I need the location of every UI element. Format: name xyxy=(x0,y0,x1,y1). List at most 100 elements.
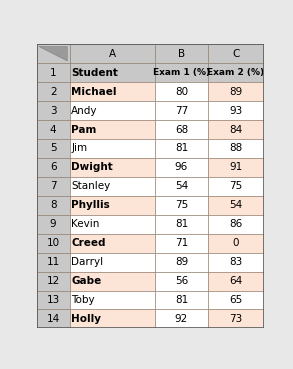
Bar xyxy=(37,234,69,253)
Bar xyxy=(208,215,264,234)
Bar xyxy=(208,253,264,272)
Text: 3: 3 xyxy=(50,106,56,115)
Bar xyxy=(155,177,208,196)
Text: 91: 91 xyxy=(229,162,243,172)
Bar xyxy=(155,139,208,158)
Polygon shape xyxy=(39,46,67,61)
Bar xyxy=(37,196,69,215)
Bar xyxy=(69,272,155,290)
Bar xyxy=(37,290,69,310)
Text: 0: 0 xyxy=(233,238,239,248)
Bar xyxy=(69,234,155,253)
Text: 81: 81 xyxy=(175,295,188,305)
Text: Michael: Michael xyxy=(71,87,117,97)
Text: Andy: Andy xyxy=(71,106,98,115)
Bar xyxy=(69,82,155,101)
Text: 96: 96 xyxy=(175,162,188,172)
Bar xyxy=(155,44,208,63)
Bar xyxy=(37,253,69,272)
Bar xyxy=(208,120,264,139)
Text: Holly: Holly xyxy=(71,314,101,324)
Text: 83: 83 xyxy=(229,257,243,267)
Bar xyxy=(208,63,264,82)
Bar xyxy=(155,196,208,215)
Text: C: C xyxy=(232,49,240,59)
Bar xyxy=(208,196,264,215)
Text: Darryl: Darryl xyxy=(71,257,103,267)
Text: B: B xyxy=(178,49,185,59)
Text: 9: 9 xyxy=(50,219,56,229)
Bar xyxy=(37,120,69,139)
Bar xyxy=(155,63,208,82)
Bar xyxy=(37,101,69,120)
Bar xyxy=(37,158,69,177)
Text: 92: 92 xyxy=(175,314,188,324)
Bar xyxy=(155,101,208,120)
Text: 56: 56 xyxy=(175,276,188,286)
Text: 10: 10 xyxy=(47,238,60,248)
Bar xyxy=(155,215,208,234)
Bar xyxy=(69,44,155,63)
Text: 89: 89 xyxy=(175,257,188,267)
Text: 64: 64 xyxy=(229,276,243,286)
Text: 77: 77 xyxy=(175,106,188,115)
Bar xyxy=(69,101,155,120)
Text: 1: 1 xyxy=(50,68,56,78)
Text: 86: 86 xyxy=(229,219,243,229)
Bar xyxy=(69,63,155,82)
Text: 75: 75 xyxy=(229,181,243,192)
Text: 54: 54 xyxy=(229,200,243,210)
Bar xyxy=(208,82,264,101)
Bar xyxy=(69,253,155,272)
Text: Toby: Toby xyxy=(71,295,95,305)
Text: 81: 81 xyxy=(175,144,188,154)
Text: Kevin: Kevin xyxy=(71,219,100,229)
Text: Student: Student xyxy=(71,68,118,78)
Text: 71: 71 xyxy=(175,238,188,248)
Text: 73: 73 xyxy=(229,314,243,324)
Bar xyxy=(208,139,264,158)
Text: 4: 4 xyxy=(50,124,56,135)
Bar xyxy=(155,82,208,101)
Bar xyxy=(155,310,208,328)
Bar xyxy=(69,139,155,158)
Text: 6: 6 xyxy=(50,162,56,172)
Text: 54: 54 xyxy=(175,181,188,192)
Bar xyxy=(155,120,208,139)
Bar xyxy=(155,290,208,310)
Text: Phyllis: Phyllis xyxy=(71,200,110,210)
Bar xyxy=(208,290,264,310)
Text: 81: 81 xyxy=(175,219,188,229)
Bar xyxy=(37,272,69,290)
Bar xyxy=(208,272,264,290)
Text: 68: 68 xyxy=(175,124,188,135)
Bar xyxy=(37,63,69,82)
Bar xyxy=(69,158,155,177)
Text: 65: 65 xyxy=(229,295,243,305)
Text: Jim: Jim xyxy=(71,144,88,154)
Text: 12: 12 xyxy=(47,276,60,286)
Text: 14: 14 xyxy=(47,314,60,324)
Text: 89: 89 xyxy=(229,87,243,97)
Text: 11: 11 xyxy=(47,257,60,267)
Bar xyxy=(69,290,155,310)
Bar xyxy=(208,177,264,196)
Text: Stanley: Stanley xyxy=(71,181,111,192)
Text: 7: 7 xyxy=(50,181,56,192)
Bar xyxy=(208,158,264,177)
Bar xyxy=(37,310,69,328)
Text: 13: 13 xyxy=(47,295,60,305)
Text: 80: 80 xyxy=(175,87,188,97)
Text: Exam 2 (%): Exam 2 (%) xyxy=(207,68,265,77)
Bar xyxy=(37,82,69,101)
Bar xyxy=(155,158,208,177)
Bar xyxy=(208,101,264,120)
Bar xyxy=(208,310,264,328)
Text: 8: 8 xyxy=(50,200,56,210)
Text: 2: 2 xyxy=(50,87,56,97)
Text: 93: 93 xyxy=(229,106,243,115)
Bar xyxy=(155,272,208,290)
Text: 88: 88 xyxy=(229,144,243,154)
Bar xyxy=(37,44,69,63)
Text: Creed: Creed xyxy=(71,238,106,248)
